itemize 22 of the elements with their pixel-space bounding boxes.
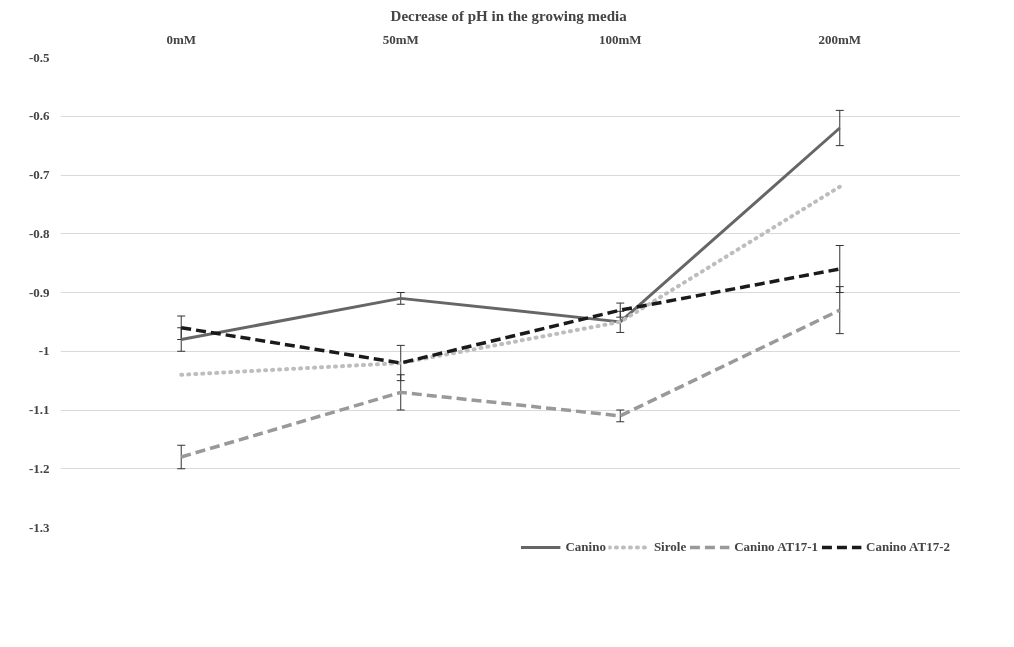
- y-tick-label: -1.3: [28, 519, 50, 535]
- y-tick-label: -0.5: [28, 49, 50, 65]
- legend-label: Canino AT17-1: [734, 539, 819, 555]
- y-tick-label: -0.9: [28, 284, 50, 300]
- y-tick-label: -0.8: [28, 225, 50, 241]
- x-tick-label: 200mM: [818, 31, 862, 47]
- x-tick-label: 50mM: [382, 31, 419, 47]
- y-tick-label: -1.2: [28, 460, 50, 476]
- line-series: [179, 267, 842, 365]
- y-tick-label: -0.6: [28, 108, 50, 124]
- x-tick-label: 0mM: [166, 31, 197, 47]
- line-series: [179, 126, 842, 341]
- y-tick-label: -1.1: [28, 402, 50, 417]
- legend-label: Sirole: [653, 539, 687, 555]
- chart-title: Decrease of pH in the growing media: [390, 7, 628, 24]
- y-tick-label: -0.7: [28, 167, 50, 182]
- legend-label: Canino AT17-2: [866, 539, 950, 555]
- line-series: [179, 308, 842, 459]
- y-tick-label: -1: [38, 343, 50, 359]
- x-tick-label: 100mM: [598, 31, 642, 47]
- line-series: [179, 184, 842, 377]
- legend-label: Canino: [565, 539, 606, 555]
